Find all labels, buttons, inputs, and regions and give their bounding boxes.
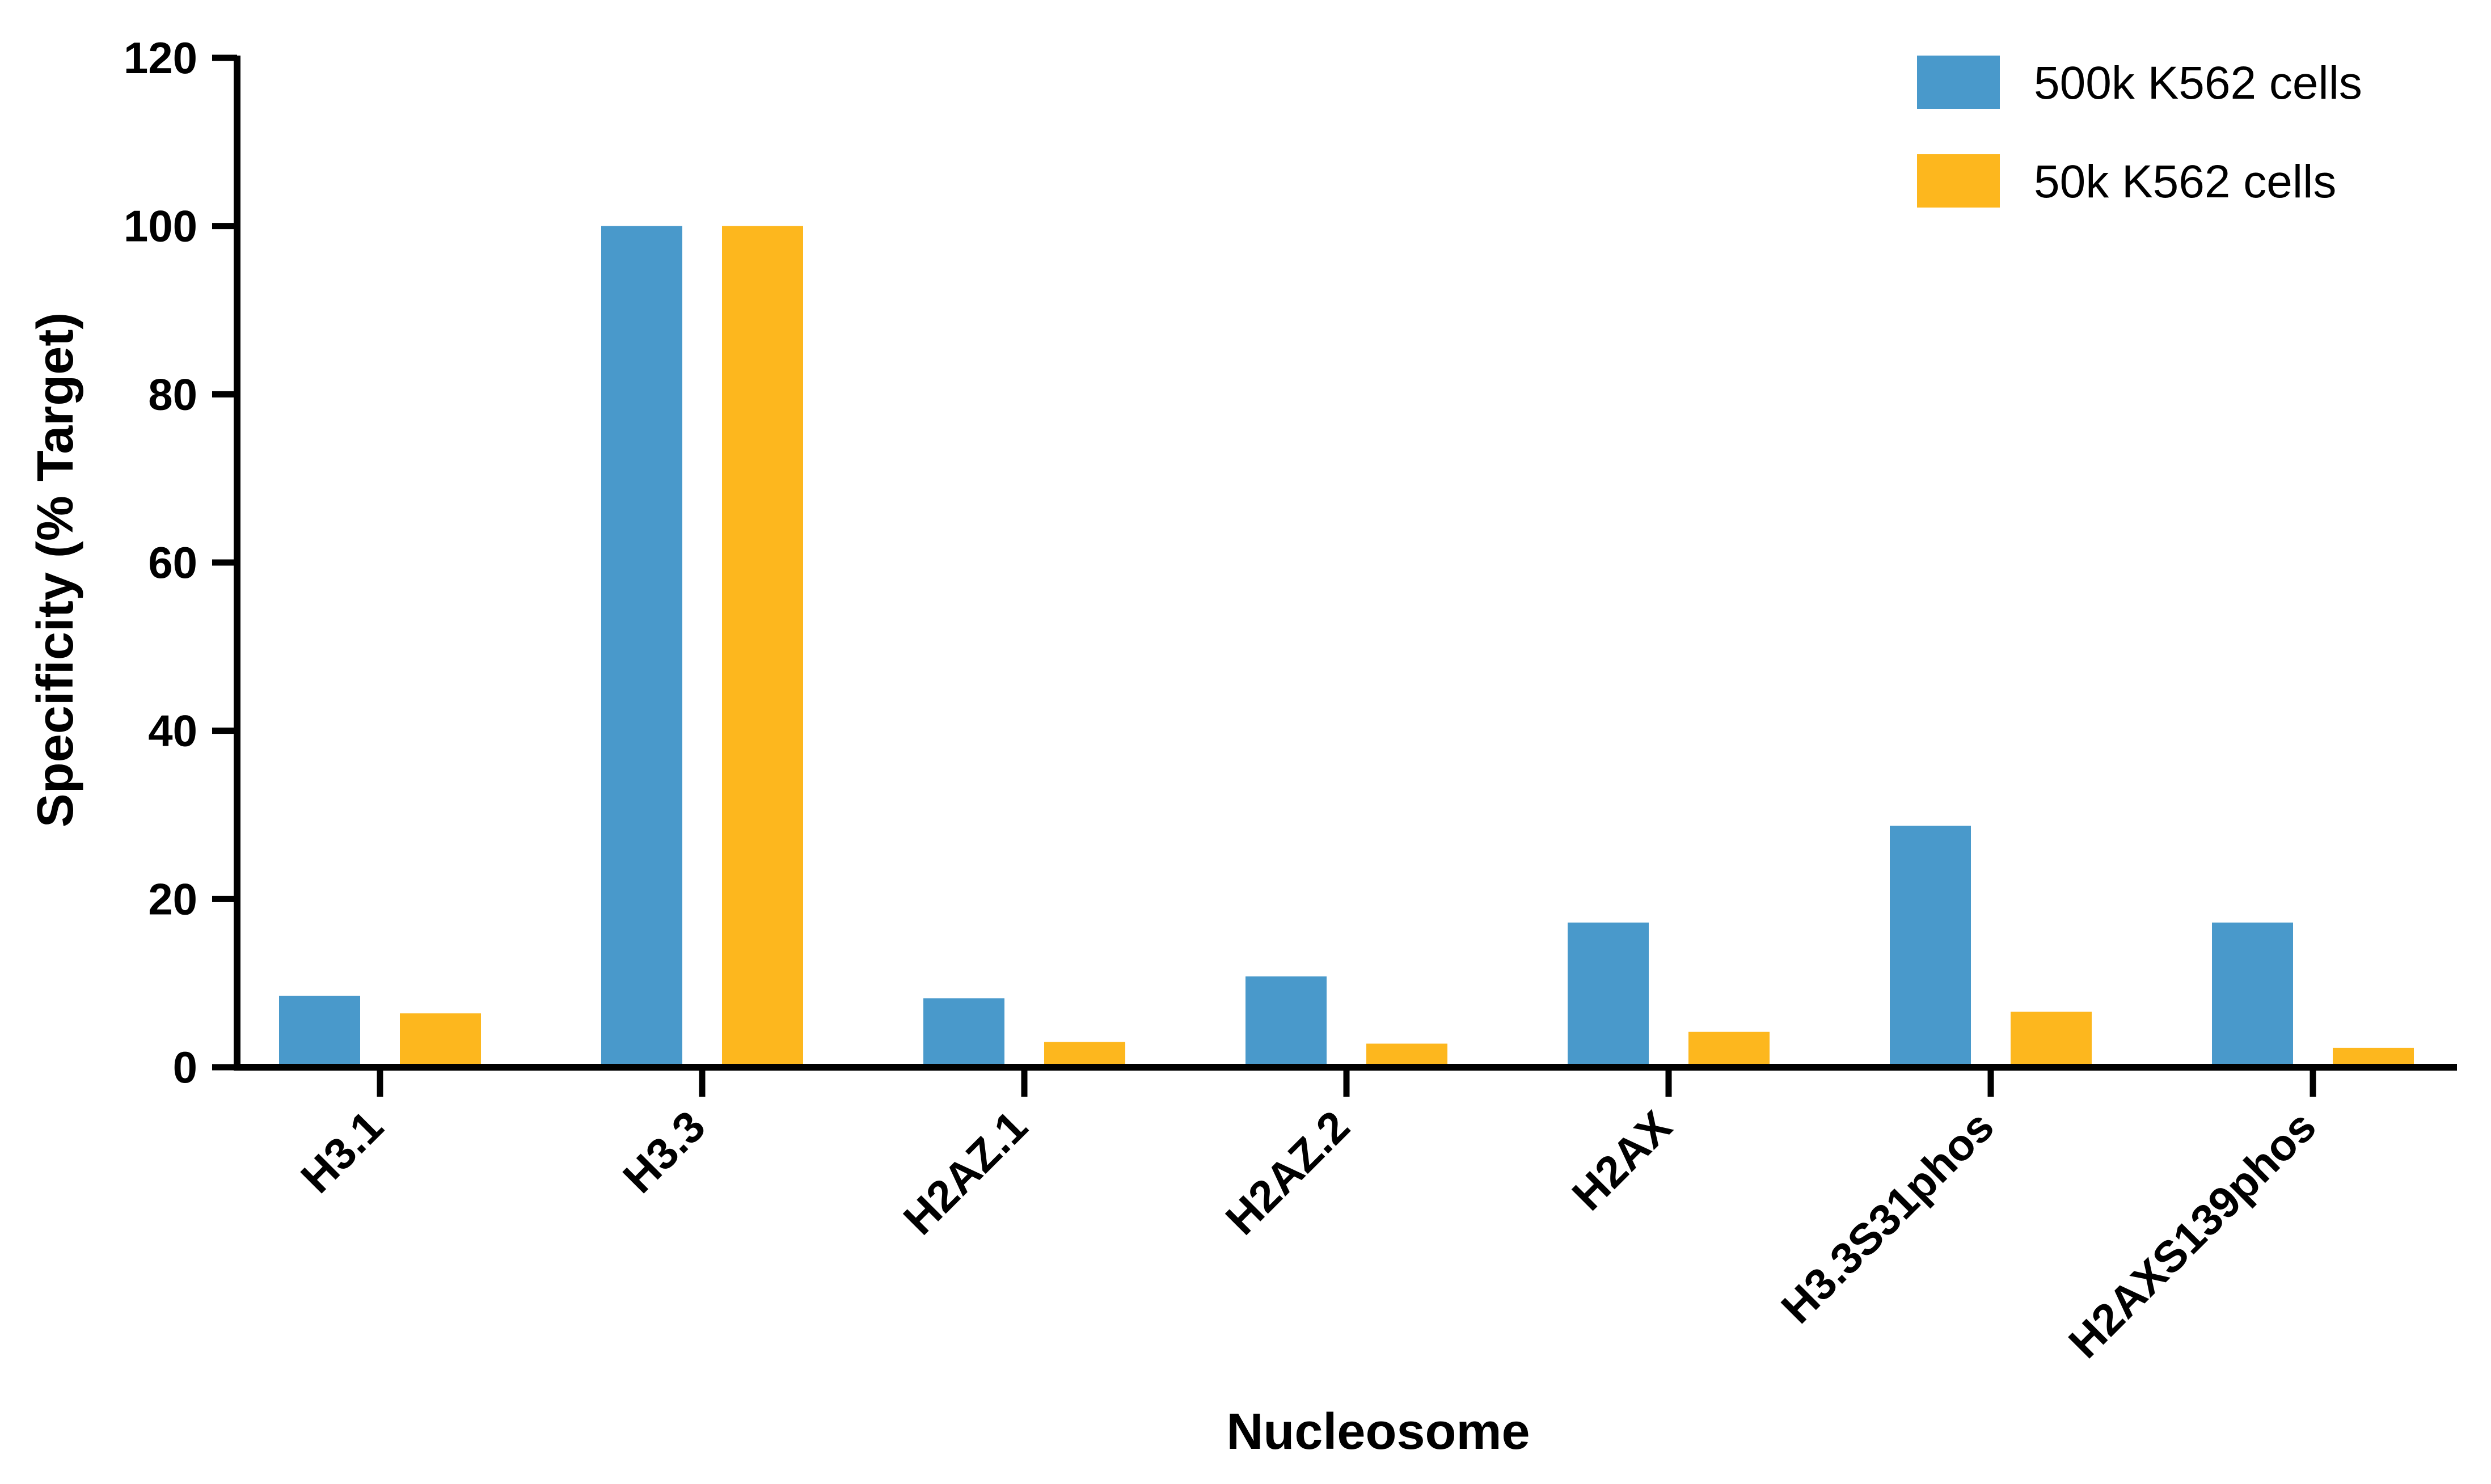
legend-label: 500k K562 cells [2034, 57, 2362, 109]
bar-H2AZ.1-500k-K562-cells [923, 998, 1004, 1067]
y-tick-label: 60 [148, 538, 197, 587]
bar-H3.3-500k-K562-cells [601, 226, 682, 1068]
x-tick-label: H2AXS139phos [2059, 1101, 2325, 1368]
x-tick-label: H3.1 [291, 1101, 392, 1203]
y-tick-label: 40 [148, 706, 197, 756]
bar-H3.3S31phos-50k-K562-cells [2011, 1012, 2092, 1067]
bar-H2AZ.2-50k-K562-cells [1366, 1043, 1447, 1067]
bars-group [279, 226, 2414, 1068]
bar-H3.3S31phos-500k-K562-cells [1890, 826, 1971, 1067]
legend-swatch [1917, 56, 2000, 109]
y-tick-label: 100 [124, 201, 197, 251]
y-axis: 0 20 40 60 80 100 120 [124, 33, 240, 1092]
bar-H2AX-50k-K562-cells [1688, 1031, 1770, 1067]
bar-H2AX-500k-K562-cells [1568, 922, 1649, 1067]
bar-H3.1-500k-K562-cells [279, 995, 360, 1067]
legend: 500k K562 cells 50k K562 cells [1917, 56, 2362, 208]
x-tick-label: H3.3S31phos [1771, 1101, 2003, 1333]
bar-H3.1-50k-K562-cells [400, 1013, 481, 1067]
y-tick-label: 0 [173, 1042, 197, 1092]
y-tick-label: 20 [148, 874, 197, 924]
x-axis-title: Nucleosome [1226, 1403, 1530, 1460]
bar-H2AXS139phos-500k-K562-cells [2212, 922, 2293, 1067]
y-tick-label: 80 [148, 369, 197, 419]
y-tick-label: 120 [124, 33, 197, 83]
bar-H2AZ.2-500k-K562-cells [1246, 976, 1327, 1067]
x-axis: H3.1 H3.3 H2AZ.1 H2AZ.2 H2AX H3.3S31phos H2AXS… [234, 1064, 2457, 1368]
y-axis-title: Specificity (% Target) [27, 312, 84, 828]
bar-H3.3-50k-K562-cells [722, 226, 803, 1068]
legend-label: 50k K562 cells [2034, 156, 2336, 208]
x-tick-label: H2AX [1563, 1101, 1681, 1220]
x-tick-label: H3.3 [613, 1101, 715, 1203]
x-tick-label: H2AZ.2 [1216, 1101, 1359, 1244]
bar-H2AZ.1-50k-K562-cells [1044, 1042, 1125, 1067]
legend-swatch [1917, 154, 2000, 208]
x-tick-label: H2AZ.1 [894, 1101, 1037, 1244]
